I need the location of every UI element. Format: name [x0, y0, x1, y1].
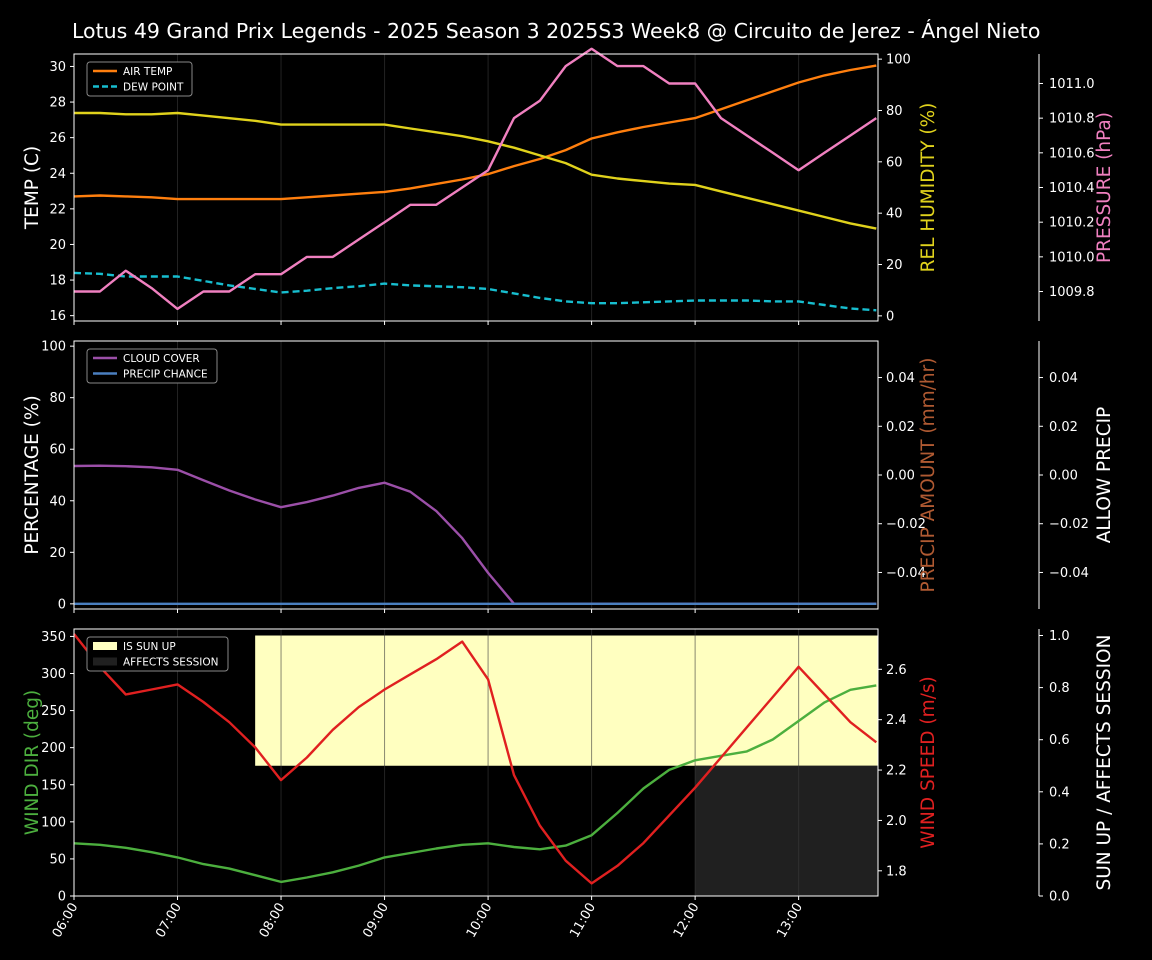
- y3-tick-label: 0.6: [1049, 733, 1070, 748]
- y-tick-label: 16: [49, 309, 66, 324]
- y2-axis-label: WIND SPEED (m/s): [918, 676, 939, 848]
- legend-box: [86, 348, 218, 384]
- y-tick-label: 24: [49, 167, 66, 182]
- y-tick-label: 0: [58, 597, 66, 612]
- y-tick-label: 200: [41, 741, 66, 756]
- panel-3: 0 50 100 150 200 250 300 350 1.8 2.0 2.2 2.4 2.6 0.0 0…: [22, 628, 1115, 940]
- y2-tick-label: 100: [886, 53, 911, 68]
- y3-tick-label: 0.8: [1049, 681, 1070, 696]
- y-tick-label: 100: [41, 815, 66, 830]
- y-axis-label: TEMP (C): [22, 146, 43, 230]
- y2-tick-label: 0.00: [886, 469, 915, 484]
- series-rel-humidity: [74, 111, 877, 230]
- y2-tick-label: 2.0: [886, 814, 907, 829]
- y-tick-label: 22: [49, 202, 66, 217]
- y-tick-label: 0: [58, 890, 66, 905]
- y-tick-label: 60: [49, 443, 66, 458]
- y2-tick-label: 0.04: [886, 371, 915, 386]
- series-wind-speed: [73, 633, 878, 885]
- y3-tick-label: 0.4: [1049, 785, 1070, 800]
- legend: CLOUD COVER PRECIP CHANCE: [86, 348, 218, 384]
- y3-tick-label: 1009.8: [1049, 285, 1095, 300]
- y2-tick-label: 2.6: [886, 663, 907, 678]
- series-dew-point: [73, 271, 877, 312]
- y-tick-label: 80: [49, 391, 66, 406]
- y-tick-label: 30: [49, 60, 66, 75]
- y3-tick-label: 0.04: [1049, 371, 1078, 386]
- y2-tick-label: 1.8: [886, 864, 907, 879]
- y3-axis-label: PRESSURE (hPa): [1094, 112, 1115, 263]
- y-tick-label: 20: [49, 238, 66, 253]
- y3-axis-label: ALLOW PRECIP: [1094, 407, 1115, 544]
- legend-label: CLOUD COVER: [123, 353, 200, 365]
- y2-axis-label: REL HUMIDITY (%): [918, 103, 939, 273]
- y-tick-label: 100: [41, 340, 66, 355]
- chart-title: Lotus 49 Grand Prix Legends - 2025 Seaso…: [72, 18, 1040, 43]
- y3-tick-label: 0.2: [1049, 837, 1070, 852]
- legend-label: IS SUN UP: [123, 641, 176, 653]
- y3-tick-label: 0.00: [1049, 469, 1078, 484]
- legend-label: PRECIP CHANCE: [123, 369, 208, 381]
- y3-tick-label: 1011.0: [1049, 77, 1095, 92]
- y-tick-label: 350: [41, 630, 66, 645]
- series-wind-dir: [73, 684, 877, 884]
- legend: AIR TEMP DEW POINT: [86, 61, 193, 97]
- y2-tick-label: 60: [886, 155, 903, 170]
- y3-tick-label: −0.02: [1049, 517, 1089, 532]
- y-tick-label: 26: [49, 131, 66, 146]
- y-tick-label: 50: [49, 852, 66, 867]
- plot-frame: [73, 53, 879, 322]
- y-tick-label: 28: [49, 96, 66, 111]
- y2-tick-label: 80: [886, 104, 903, 119]
- y-tick-label: 300: [41, 667, 66, 682]
- y2-tick-label: 20: [886, 258, 903, 273]
- y-tick-label: 40: [49, 494, 66, 509]
- legend-label: AIR TEMP: [123, 66, 172, 78]
- chart-panels: 16182022242628300204060801001009.81010.0…: [22, 47, 1115, 940]
- legend-label: AFFECTS SESSION: [123, 657, 219, 669]
- y2-axis-label: PRECIP AMOUNT (mm/hr): [918, 358, 939, 593]
- y2-tick-label: −0.04: [886, 566, 926, 581]
- y3-tick-label: 1010.8: [1049, 112, 1095, 127]
- y3-tick-label: 0.0: [1049, 890, 1070, 905]
- y2-tick-label: −0.02: [886, 517, 926, 532]
- y3-tick-label: −0.04: [1049, 566, 1089, 581]
- y3-tick-label: 1010.4: [1049, 181, 1095, 196]
- series-pressure: [74, 47, 877, 311]
- legend: IS SUN UP AFFECTS SESSION: [86, 636, 229, 672]
- legend-label: DEW POINT: [123, 82, 184, 94]
- y-tick-label: 150: [41, 778, 66, 793]
- y3-tick-label: 1010.2: [1049, 216, 1095, 231]
- y-axis-label: WIND DIR (deg): [22, 690, 43, 835]
- plot-frame: [73, 628, 879, 897]
- y3-tick-label: 0.02: [1049, 420, 1078, 435]
- sun-up-area: [255, 635, 878, 766]
- panel-1: 16 18 20 22 24 26 28 30 0 20 40 60 80 100 1009.8 1010.0…: [22, 47, 1115, 325]
- y-axis-label: PERCENTAGE (%): [22, 395, 43, 554]
- legend-swatch: [93, 657, 117, 666]
- y2-tick-label: 40: [886, 207, 903, 222]
- y3-tick-label: 1010.6: [1049, 146, 1095, 161]
- y2-tick-label: 0: [886, 309, 894, 324]
- legend-box: [86, 636, 229, 672]
- legend-swatch: [93, 642, 117, 650]
- y-tick-label: 250: [41, 704, 66, 719]
- affects-session-area: [695, 765, 878, 896]
- y2-tick-label: 2.4: [886, 713, 907, 728]
- panel-2: 0 20 40 60 80 100 −0.04 −0.02 0.00 0.02 0.04 −0.04 −…: [22, 340, 1115, 613]
- y3-tick-label: 1010.0: [1049, 250, 1095, 265]
- series-air-temp: [73, 64, 877, 201]
- y-tick-label: 18: [49, 274, 66, 289]
- y-tick-label: 20: [49, 546, 66, 561]
- y2-tick-label: 0.02: [886, 420, 915, 435]
- y2-tick-label: 2.2: [886, 764, 907, 779]
- y3-tick-label: 1.0: [1049, 629, 1070, 644]
- y3-axis-label: SUN UP / AFFECTS SESSION: [1094, 635, 1115, 891]
